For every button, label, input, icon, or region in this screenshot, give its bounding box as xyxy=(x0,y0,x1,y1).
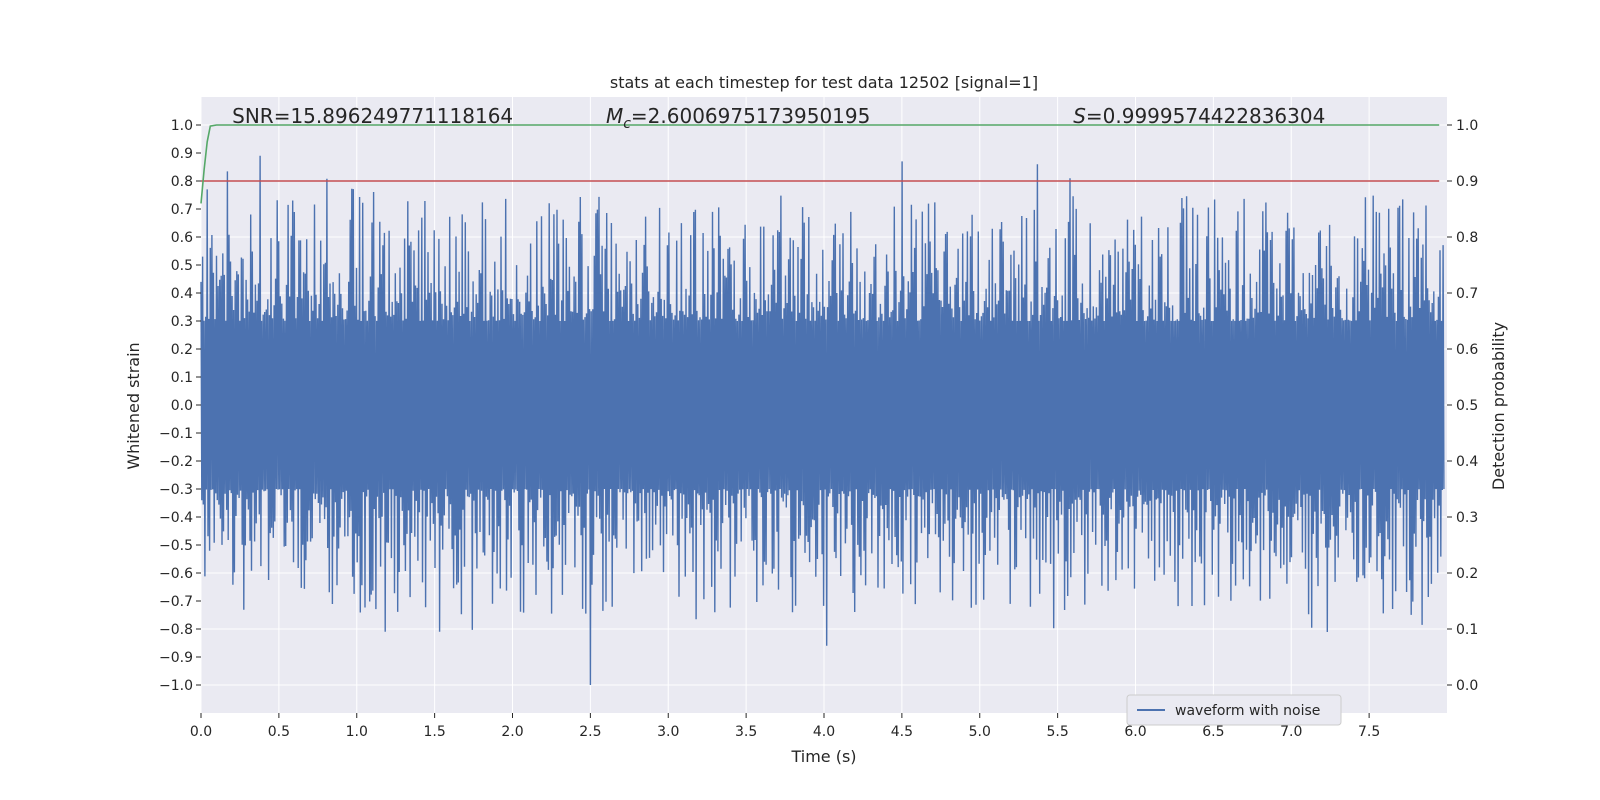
x-tick-label: 6.5 xyxy=(1202,724,1224,740)
x-tick-label: 3.5 xyxy=(735,724,757,740)
right-axis: 1.0 0.9 0.8 0.7 0.6 0.5 0.4 0.3 0.2 0.1 0.0 xyxy=(1447,118,1478,694)
y2-tick-label: 0.8 xyxy=(1456,230,1478,246)
stat-annotation: S=0.9999574422836304 xyxy=(1073,104,1325,128)
waveform-line xyxy=(200,155,1445,686)
x-tick-label: 2.0 xyxy=(501,724,523,740)
y-tick-label: −0.4 xyxy=(159,510,193,526)
x-tick-label: 0.5 xyxy=(268,724,290,740)
legend: waveform with noise xyxy=(1126,694,1342,726)
x-tick-label: 4.0 xyxy=(813,724,835,740)
x-tick-label: 3.0 xyxy=(657,724,679,740)
x-tick-label: 1.0 xyxy=(346,724,368,740)
chart-title: stats at each timestep for test data 125… xyxy=(610,73,1038,92)
stat-annotation: Mc=2.6006975173950195 xyxy=(606,104,870,132)
x-axis: 0.0 0.5 1.0 1.5 2.0 2.5 3.0 3.5 4.0 4.5 5.0 5.5 6.0 6… xyxy=(190,713,1380,740)
x-tick-label: 7.5 xyxy=(1358,724,1380,740)
y2-tick-label: 0.2 xyxy=(1456,566,1478,582)
y2-tick-label: 0.6 xyxy=(1456,342,1478,358)
y2-tick-label: 0.9 xyxy=(1456,174,1478,190)
y2-axis-title: Detection probability xyxy=(1489,322,1508,490)
stat-annotation: SNR=15.896249771118164 xyxy=(232,104,513,128)
x-axis-title: Time (s) xyxy=(790,747,856,766)
y2-tick-label: 1.0 xyxy=(1456,118,1478,134)
y-tick-label: −0.3 xyxy=(159,482,193,498)
y-tick-label: −0.2 xyxy=(159,454,193,470)
y-tick-label: 0.4 xyxy=(171,286,193,302)
y-tick-label: 0.7 xyxy=(171,202,193,218)
y-tick-label: −0.9 xyxy=(159,650,193,666)
y-tick-label: −0.8 xyxy=(159,622,193,638)
y-tick-label: 0.9 xyxy=(171,146,193,162)
x-tick-label: 7.0 xyxy=(1280,724,1302,740)
x-tick-label: 4.5 xyxy=(891,724,913,740)
y2-tick-label: 0.4 xyxy=(1456,454,1478,470)
y2-tick-label: 0.5 xyxy=(1456,398,1478,414)
y-tick-label: 1.0 xyxy=(171,118,193,134)
y2-tick-label: 0.3 xyxy=(1456,510,1478,526)
legend-box xyxy=(1126,694,1342,726)
y-tick-label: 0.2 xyxy=(171,342,193,358)
left-axis: 1.0 0.9 0.8 0.7 0.6 0.5 0.4 0.3 0.2 0.1 0.0 −0.1 −0.… xyxy=(159,118,201,694)
y-tick-label: 0.1 xyxy=(171,370,193,386)
y-tick-label: −1.0 xyxy=(159,678,193,694)
y-tick-label: 0.8 xyxy=(171,174,193,190)
annotations: SNR=15.896249771118164 Mc=2.6006975173950… xyxy=(232,104,1325,132)
y2-tick-label: 0.0 xyxy=(1456,678,1478,694)
x-tick-label: 2.5 xyxy=(579,724,601,740)
y-tick-label: 0.5 xyxy=(171,258,193,274)
legend-label: waveform with noise xyxy=(1175,703,1320,719)
y-tick-label: 0.0 xyxy=(171,398,193,414)
y2-tick-label: 0.1 xyxy=(1456,622,1478,638)
waveform-series xyxy=(200,155,1445,686)
probability-series xyxy=(200,124,1440,204)
y-tick-label: −0.1 xyxy=(159,426,193,442)
y-tick-label: 0.3 xyxy=(171,314,193,330)
y2-tick-label: 0.7 xyxy=(1456,286,1478,302)
y-tick-label: −0.6 xyxy=(159,566,193,582)
x-tick-label: 5.0 xyxy=(969,724,991,740)
y-tick-label: 0.6 xyxy=(171,230,193,246)
y-tick-label: −0.5 xyxy=(159,538,193,554)
y-axis-title: Whitened strain xyxy=(124,342,143,469)
detection-probability-line xyxy=(200,124,1440,204)
x-tick-label: 0.0 xyxy=(190,724,212,740)
x-tick-label: 1.5 xyxy=(423,724,445,740)
x-tick-label: 6.0 xyxy=(1124,724,1146,740)
x-tick-label: 5.5 xyxy=(1046,724,1068,740)
y-tick-label: −0.7 xyxy=(159,594,193,610)
